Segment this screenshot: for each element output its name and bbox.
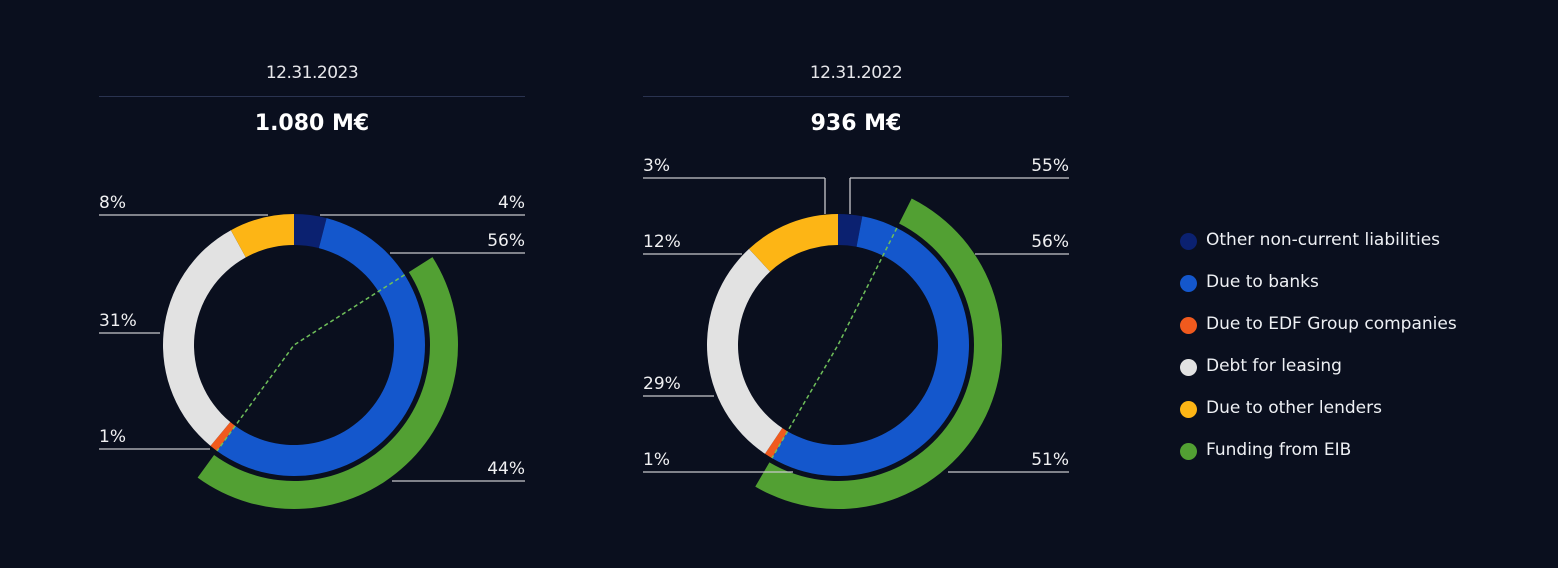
donut-slice xyxy=(230,214,294,258)
legend-label: Funding from EIB xyxy=(1206,440,1352,460)
legend-label: Due to banks xyxy=(1206,272,1319,292)
legend-label: Debt for leasing xyxy=(1206,356,1342,376)
data-label: 44% xyxy=(487,459,525,479)
legend-swatch xyxy=(1180,359,1197,376)
legend-item: Debt for leasing xyxy=(1180,356,1457,398)
data-label: 56% xyxy=(487,231,525,251)
legend-item: Due to EDF Group companies xyxy=(1180,314,1457,356)
chart-date: 12.31.2023 xyxy=(265,63,359,83)
data-label: 1% xyxy=(643,450,670,470)
donut-slice xyxy=(771,216,970,477)
donut-slice xyxy=(163,230,246,446)
data-label: 56% xyxy=(1031,232,1069,252)
donut-slice xyxy=(765,428,788,459)
legend-item: Due to banks xyxy=(1180,272,1457,314)
sub-arc-slice xyxy=(197,257,458,509)
chart-total: 936 M€ xyxy=(810,111,902,136)
legend-item: Due to other lenders xyxy=(1180,398,1457,440)
chart-total: 1.080 M€ xyxy=(254,111,370,136)
donut-slice xyxy=(749,214,838,272)
legend-swatch xyxy=(1180,275,1197,292)
data-label: 55% xyxy=(1031,156,1069,176)
data-label: 1% xyxy=(99,427,126,447)
chart-date: 12.31.2022 xyxy=(809,63,903,83)
data-label: 3% xyxy=(643,156,670,176)
legend-item: Other non-current liabilities xyxy=(1180,230,1457,272)
sub-arc-slice xyxy=(755,198,1003,510)
data-label: 31% xyxy=(99,311,137,331)
donut-slice xyxy=(217,218,425,476)
data-label: 51% xyxy=(1031,450,1069,470)
donut-slice xyxy=(706,248,783,454)
legend-item: Funding from EIB xyxy=(1180,440,1457,482)
legend-label: Due to EDF Group companies xyxy=(1206,314,1457,334)
connector-dashed-line xyxy=(216,274,406,452)
legend-label: Other non-current liabilities xyxy=(1206,230,1441,250)
legend: Other non-current liabilities Due to ban… xyxy=(1180,230,1457,482)
data-label: 8% xyxy=(99,193,126,213)
data-label: 4% xyxy=(498,193,525,213)
legend-label: Due to other lenders xyxy=(1206,398,1382,418)
legend-swatch xyxy=(1180,401,1197,418)
data-label: 29% xyxy=(643,374,681,394)
donut-slice xyxy=(294,214,327,249)
data-label: 12% xyxy=(643,232,681,252)
legend-swatch xyxy=(1180,233,1197,250)
donut-slice xyxy=(838,214,863,247)
donut-slice xyxy=(210,422,236,451)
divider xyxy=(99,96,525,97)
connector-dashed-line xyxy=(771,227,898,459)
divider xyxy=(643,96,1069,97)
legend-swatch xyxy=(1180,443,1197,460)
legend-swatch xyxy=(1180,317,1197,334)
